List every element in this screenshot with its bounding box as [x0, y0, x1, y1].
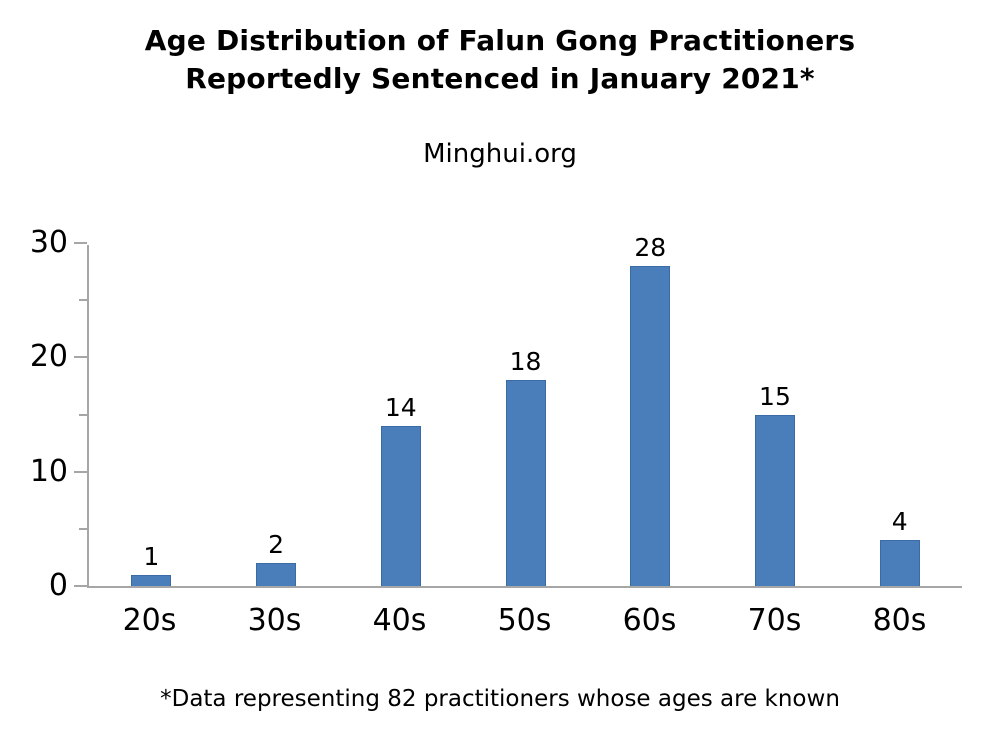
bar-column: 14 — [338, 395, 463, 586]
y-tick-label: 30 — [29, 225, 68, 260]
x-tick-label: 80s — [872, 603, 927, 638]
bar — [256, 563, 297, 586]
chart-title-line-1: Age Distribution of Falun Gong Practitio… — [144, 24, 856, 57]
y-major-tick — [74, 356, 87, 359]
x-tick-label: 30s — [247, 603, 302, 638]
bar-value-label: 18 — [509, 347, 542, 377]
bar — [630, 265, 671, 586]
y-tick-label: 0 — [48, 568, 68, 603]
chart-footnote: *Data representing 82 practitioners whos… — [160, 686, 840, 712]
x-tick-label: 40s — [372, 603, 427, 638]
bar-value-label: 2 — [268, 530, 285, 560]
y-major-tick — [74, 585, 87, 587]
y-major-tick — [74, 470, 87, 473]
y-major-tick — [74, 242, 87, 244]
y-minor-tick — [79, 527, 87, 530]
bar-value-label: 14 — [384, 392, 417, 422]
bar — [131, 574, 172, 586]
bar-column: 1 — [89, 544, 214, 586]
x-tick-label: 20s — [122, 603, 177, 638]
bar — [380, 425, 421, 586]
bar-column: 2 — [214, 532, 339, 586]
bar — [879, 540, 920, 586]
bar-column: 4 — [837, 509, 962, 586]
x-tick-label: 50s — [497, 603, 552, 638]
bar-column: 15 — [713, 381, 838, 586]
y-tick-label: 10 — [29, 453, 68, 489]
bar-column: 18 — [463, 349, 588, 586]
plot-area: 1 2 14 18 28 15 4 0 10 20 30 — [30, 228, 962, 601]
y-tick-label: 20 — [29, 339, 68, 375]
bar — [505, 380, 546, 586]
x-tick-label: 60s — [622, 603, 677, 638]
y-minor-tick — [79, 413, 87, 416]
bar — [754, 414, 795, 586]
bar-value-label: 1 — [143, 541, 160, 571]
x-tick-label: 70s — [747, 603, 802, 638]
bar-column: 28 — [588, 235, 713, 586]
chart-title-line-2: Reportedly Sentenced in January 2021* — [185, 62, 815, 95]
bars-row: 1 2 14 18 28 15 4 — [89, 235, 962, 586]
bar-value-label: 4 — [891, 507, 908, 537]
x-axis-labels: 20s 30s 40s 50s 60s 70s 80s — [87, 603, 962, 638]
y-minor-tick — [79, 299, 87, 302]
bar-value-label: 28 — [634, 232, 667, 262]
bar-value-label: 15 — [759, 381, 791, 411]
chart-subtitle: Minghui.org — [423, 139, 577, 169]
chart-title: Age Distribution of Falun Gong Practitio… — [0, 22, 1000, 98]
